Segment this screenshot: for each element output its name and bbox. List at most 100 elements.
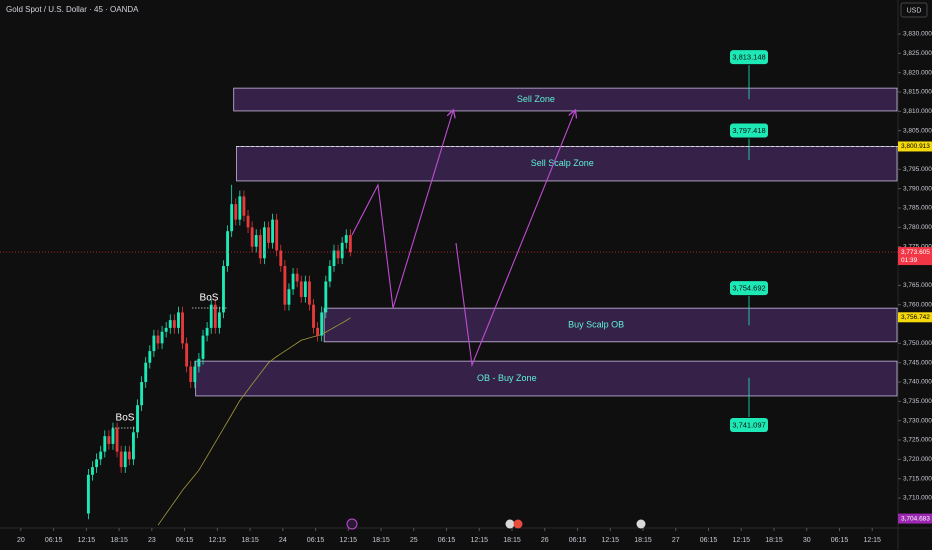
candle-body — [291, 273, 295, 290]
y-tick-label: 3,730.000 — [903, 417, 932, 424]
currency-button[interactable] — [900, 2, 928, 18]
currency: USD — [907, 7, 922, 14]
candle-body — [140, 382, 144, 406]
event-icon — [346, 518, 358, 530]
candle-body — [283, 266, 287, 305]
zone-label: Sell Zone — [517, 94, 555, 104]
y-tick-label: 3,740.000 — [903, 379, 932, 386]
x-tick-label: 12:15 — [601, 537, 619, 544]
candle-body — [328, 266, 332, 282]
candle-body — [271, 219, 275, 243]
y-tick-label: 3,750.000 — [903, 340, 932, 347]
candle-body — [119, 451, 123, 468]
candle-body — [181, 312, 184, 344]
y-tick-label: 3,785.000 — [903, 205, 932, 212]
candle-body — [246, 215, 250, 228]
zone-label: OB - Buy Zone — [477, 373, 537, 383]
price-tag — [898, 247, 932, 266]
x-tick-label: 30 — [803, 537, 811, 544]
callout-label: 3,813.148 — [732, 53, 765, 62]
candle-body — [332, 250, 336, 267]
y-tick-label: 3,825.000 — [903, 50, 932, 57]
event-icon — [505, 519, 515, 529]
y-tick-label: 3,810.000 — [903, 108, 932, 115]
y-tick-label: 3,765.000 — [903, 282, 932, 289]
x-tick-label: 18:15 — [503, 537, 521, 544]
candle-body — [324, 281, 328, 313]
event-icon — [513, 519, 523, 529]
candle-body — [275, 219, 279, 251]
candle-body — [312, 304, 315, 328]
x-tick-label: 18:15 — [241, 537, 259, 544]
x-tick-label: 27 — [672, 537, 680, 544]
candle-body — [177, 312, 180, 328]
x-tick-label: 25 — [410, 537, 418, 544]
projection-path — [455, 111, 575, 368]
candle-body — [91, 467, 94, 475]
candle-body — [238, 196, 242, 220]
x-tick-label: 06:15 — [831, 537, 849, 544]
candle-body — [230, 204, 234, 232]
projection-arrows — [351, 111, 575, 368]
x-tick-label: 12:15 — [863, 537, 881, 544]
candle-body — [172, 320, 176, 328]
callout-label: 3,797.418 — [732, 126, 765, 135]
candle-body — [336, 250, 340, 259]
callout-box — [730, 50, 768, 65]
candle-body — [262, 227, 266, 259]
y-tick-label: 3,820.000 — [903, 69, 932, 76]
candle-body — [107, 436, 111, 444]
x-tick-label: 06:15 — [569, 537, 587, 544]
price-tag-label: 3,773.605 — [901, 249, 930, 256]
zone — [195, 360, 898, 397]
y-tick-label: 3,745.000 — [903, 359, 932, 366]
y-tick-label: 3,720.000 — [903, 456, 932, 463]
y-tick-label: 3,790.000 — [903, 185, 932, 192]
candle-body — [189, 366, 193, 383]
y-tick-label: 3,780.000 — [903, 224, 932, 231]
zone-label: Buy Scalp OB — [568, 319, 624, 329]
x-tick-label: 06:15 — [176, 537, 194, 544]
y-tick-label: 3,715.000 — [903, 475, 932, 482]
bos-label: BoS — [200, 293, 219, 304]
x-tick-label: 23 — [148, 537, 156, 544]
candle-body — [95, 459, 99, 468]
zone — [323, 307, 898, 343]
y-tick-label: 3,760.000 — [903, 301, 932, 308]
projection-path — [351, 111, 453, 309]
y-tick-label: 3,815.000 — [903, 89, 932, 96]
zone — [236, 146, 898, 182]
x-tick-label: 06:15 — [45, 537, 63, 544]
candle-body — [86, 474, 90, 514]
x-tick-label: 12:15 — [78, 537, 96, 544]
candle-body — [111, 428, 115, 444]
candle-body — [160, 331, 164, 344]
x-tick-label: 12:15 — [340, 537, 358, 544]
candle-body — [287, 289, 291, 305]
x-tick-label: 24 — [279, 537, 287, 544]
x-tick-label: 12:15 — [471, 537, 489, 544]
callout-box — [730, 417, 768, 432]
x-tick-label: 18:15 — [110, 537, 128, 544]
candle-body — [242, 196, 246, 216]
candle-body — [303, 281, 307, 297]
price-tag-label: 3,704.683 — [901, 515, 930, 522]
x-tick-label: 26 — [541, 537, 549, 544]
x-tick-label: 06:15 — [307, 537, 325, 544]
callout-box — [730, 281, 768, 296]
zone — [233, 87, 898, 112]
price-tag — [898, 513, 932, 524]
candle-body — [152, 335, 156, 352]
candle-body — [344, 235, 348, 243]
candle-body — [250, 227, 254, 247]
y-tick-label: 3,710.000 — [903, 495, 932, 502]
y-tick-label: 3,725.000 — [903, 437, 932, 444]
price-tag-label: 3,800.913 — [901, 143, 930, 150]
candle-body — [131, 432, 135, 460]
candle-body — [185, 343, 189, 367]
candle-body — [348, 235, 352, 253]
candle-body — [213, 304, 217, 328]
